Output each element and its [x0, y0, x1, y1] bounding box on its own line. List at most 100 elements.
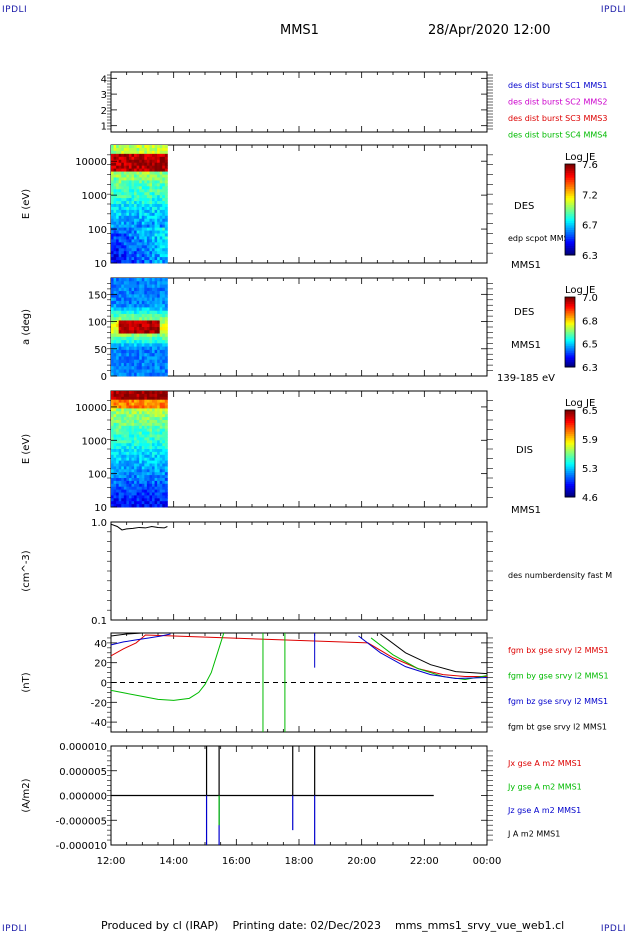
heatmap-cell: [131, 186, 135, 190]
heatmap-cell: [152, 440, 155, 444]
heatmap-cell: [141, 449, 145, 453]
heatmap-cell: [144, 317, 148, 321]
heatmap-cell: [144, 472, 148, 476]
heatmap-cell: [134, 313, 138, 318]
heatmap-cell: [113, 239, 117, 243]
heatmap-cell: [126, 171, 130, 175]
heatmap-cell: [118, 359, 122, 364]
heatmap-cell: [159, 469, 163, 473]
heatmap-cell: [164, 300, 168, 305]
heatmap-cell: [116, 294, 120, 298]
heatmap-cell: [128, 333, 132, 338]
heatmap-cell: [152, 333, 155, 338]
heatmap-cell: [164, 177, 168, 181]
heatmap-cell: [126, 254, 130, 258]
heatmap-cell: [162, 168, 166, 172]
heatmap-cell: [154, 317, 158, 321]
heatmap-cell: [146, 501, 150, 505]
heatmap-cell: [157, 284, 161, 289]
heatmap-cell: [149, 408, 153, 412]
heatmap-cell: [134, 405, 138, 409]
heatmap-cell: [116, 147, 120, 152]
heatmap-cell: [139, 291, 143, 295]
heatmap-cell: [154, 145, 158, 149]
colorbar-swatch: [565, 354, 575, 357]
legend-entry: des dist burst SC2 MMS2: [508, 98, 607, 107]
heatmap-cell: [134, 297, 138, 302]
heatmap-cell: [131, 460, 135, 464]
density-series-line: [110, 523, 168, 531]
heatmap-cell: [164, 215, 168, 220]
heatmap-cell: [164, 242, 168, 246]
heatmap-cell: [134, 469, 138, 473]
heatmap-cell: [121, 478, 125, 482]
heatmap-cell: [157, 428, 161, 432]
heatmap-cell: [162, 463, 166, 467]
heatmap-cell: [111, 489, 114, 493]
colorbar-swatch: [565, 363, 575, 366]
heatmap-cell: [116, 408, 120, 412]
heatmap-cell: [162, 257, 166, 261]
heatmap-cell: [134, 300, 138, 305]
heatmap-cell: [144, 454, 148, 459]
heatmap-cell: [116, 150, 120, 155]
heatmap-cell: [131, 422, 135, 427]
heatmap-cell: [149, 356, 153, 361]
heatmap-cell: [134, 323, 138, 328]
heatmap-cell: [136, 153, 140, 158]
heatmap-cell: [123, 294, 127, 298]
heatmap-cell: [113, 336, 117, 341]
heatmap-cell: [131, 431, 135, 435]
heatmap-cell: [144, 278, 148, 282]
heatmap-cell: [152, 449, 155, 453]
legend-entry: des dist burst SC1 MMS1: [508, 81, 607, 90]
heatmap-cell: [159, 294, 163, 298]
heatmap-cell: [144, 198, 148, 202]
heatmap-cell: [139, 278, 143, 282]
heatmap-cell: [152, 366, 155, 370]
heatmap-cell: [162, 391, 166, 395]
heatmap-cell: [118, 460, 122, 464]
heatmap-cell: [154, 189, 158, 193]
heatmap-cell: [139, 333, 143, 338]
heatmap-cell: [146, 257, 150, 261]
heatmap-cell: [139, 422, 143, 427]
heatmap-cell: [146, 405, 150, 409]
colorbar-swatch: [565, 425, 575, 428]
heatmap-cell: [116, 320, 120, 325]
heatmap-cell: [141, 300, 145, 305]
heatmap-cell: [136, 300, 140, 305]
heatmap-cell: [141, 165, 145, 169]
heatmap-cell: [118, 251, 122, 255]
heatmap-cell: [126, 454, 130, 459]
heatmap-cell: [118, 372, 122, 377]
heatmap-cell: [113, 411, 117, 415]
colorbar-swatch: [565, 223, 575, 226]
heatmap-cell: [116, 156, 120, 161]
heatmap-cell: [144, 492, 148, 496]
heatmap-cell: [116, 304, 120, 308]
heatmap-cell: [118, 215, 122, 220]
heatmap-cell: [152, 227, 155, 231]
heatmap-cell: [162, 495, 166, 499]
heatmap-cell: [134, 330, 138, 334]
heatmap-cell: [113, 300, 117, 305]
colorbar-swatch: [565, 325, 575, 328]
heatmap-cell: [144, 230, 148, 234]
heatmap-cell: [128, 206, 132, 211]
heatmap-cell: [159, 440, 163, 444]
heatmap-cell: [141, 454, 145, 459]
heatmap-cell: [111, 486, 114, 490]
heatmap-cell: [136, 343, 140, 347]
heatmap-cell: [144, 417, 148, 421]
heatmap-cell: [164, 399, 168, 403]
heatmap-cell: [113, 186, 117, 190]
heatmap-cell: [113, 147, 117, 152]
heatmap-cell: [159, 402, 163, 406]
heatmap-cell: [113, 349, 117, 354]
heatmap-cell: [162, 215, 166, 220]
heatmap-cell: [144, 156, 148, 161]
heatmap-cell: [154, 408, 158, 412]
heatmap-cell: [118, 307, 122, 312]
heatmap-cell: [123, 393, 127, 398]
